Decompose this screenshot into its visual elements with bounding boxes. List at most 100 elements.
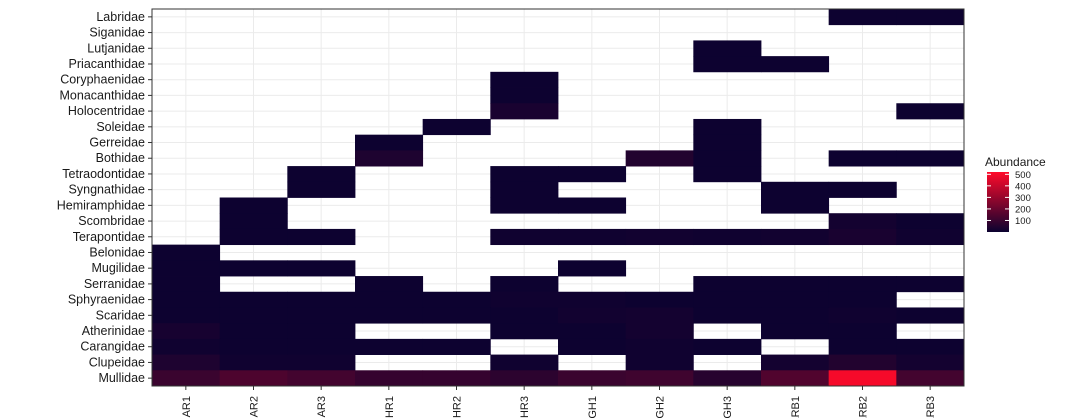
legend-title: Abundance <box>985 155 1046 169</box>
heatmap-cell <box>828 213 897 230</box>
heatmap-cell <box>490 87 559 104</box>
heatmap-cell <box>828 370 897 387</box>
heatmap-cell <box>490 103 559 120</box>
heatmap-cell <box>422 307 491 324</box>
heatmap-cell <box>896 9 965 26</box>
heatmap-cell <box>355 370 424 387</box>
heatmap-cell <box>558 166 627 183</box>
x-tick-label: MAR1 <box>181 396 193 418</box>
heatmap-cell <box>558 228 627 246</box>
heatmap-cell <box>625 291 694 308</box>
heatmap-cell <box>761 323 830 340</box>
heatmap-cell <box>422 291 491 308</box>
y-tick-label: Gerreidae <box>89 136 145 150</box>
heatmap-cell <box>558 338 627 355</box>
y-tick-label: Syngnathidae <box>69 183 146 197</box>
heatmap-cell <box>558 260 627 277</box>
heatmap-cell <box>152 370 221 387</box>
y-tick-label: Siganidae <box>89 26 145 40</box>
heatmap-cell <box>558 323 627 340</box>
heatmap-cell <box>152 323 221 340</box>
heatmap-cell <box>828 150 897 167</box>
heatmap-cell <box>490 228 559 246</box>
heatmap-cell <box>761 291 830 308</box>
heatmap-cell <box>219 197 288 214</box>
heatmap-cell <box>761 197 830 214</box>
heatmap-cell <box>422 370 491 387</box>
heatmap-cell <box>896 307 965 324</box>
heatmap-cell <box>693 40 762 57</box>
heatmap-cell <box>152 338 221 355</box>
heatmap-cell <box>219 260 288 277</box>
heatmap-cell <box>287 338 356 355</box>
heatmap-cell <box>761 56 830 73</box>
y-tick-label: Atherinidae <box>82 324 145 338</box>
heatmap-cell <box>625 354 694 371</box>
heatmap-cell <box>896 338 965 355</box>
legend-tick-label: 300 <box>1015 193 1031 204</box>
heatmap-cell <box>490 291 559 308</box>
y-tick-label: Serranidae <box>84 277 145 291</box>
heatmap-cell <box>761 370 830 387</box>
y-tick-label: Clupeidae <box>89 355 145 369</box>
heatmap-cell <box>896 276 965 293</box>
y-tick-label: Hemiramphidae <box>57 198 145 212</box>
heatmap-cell <box>828 307 897 324</box>
x-tick-label: ARB3 <box>925 396 937 418</box>
y-tick-label: Monacanthidae <box>60 88 146 102</box>
y-tick-label: Labridae <box>96 10 145 24</box>
heatmap-cell <box>490 181 559 198</box>
heatmap-cell <box>219 307 288 324</box>
heatmap-cell <box>693 307 762 324</box>
x-tick-label: SHR2 <box>452 396 464 418</box>
x-tick-label: ARB1 <box>790 396 802 418</box>
heatmap-cell <box>287 370 356 387</box>
heatmap-cell <box>828 338 897 355</box>
heatmap-cell <box>558 307 627 324</box>
y-tick-label: Mugilidae <box>91 261 145 275</box>
heatmap-cell <box>896 213 965 230</box>
legend-tick-label: 100 <box>1015 216 1031 227</box>
heatmap-cell <box>490 276 559 293</box>
legend-colorbar <box>987 172 1009 232</box>
heatmap-cell <box>625 323 694 340</box>
heatmap-cell <box>219 228 288 246</box>
x-axis: MAR1 MAR2 MAR3 SHR1 SHR2 SHR3 MGH1 MGH2 MGH3 ARB1… <box>181 386 937 418</box>
panel-border <box>151 8 965 387</box>
heatmap-cell <box>828 291 897 308</box>
x-tick-label: MGH3 <box>722 396 734 418</box>
heatmap-cell <box>490 71 559 88</box>
x-tick-label: SHR3 <box>519 396 531 418</box>
heatmap-cells <box>152 9 965 387</box>
heatmap-cell <box>490 307 559 324</box>
legend-tick-label: 500 <box>1015 170 1031 181</box>
heatmap-cell <box>490 354 559 371</box>
heatmap-cell <box>287 228 356 246</box>
heatmap-cell <box>693 118 762 136</box>
heatmap-cell <box>761 276 830 293</box>
heatmap-cell <box>219 370 288 387</box>
heatmap-cell <box>693 56 762 73</box>
heatmap-cell <box>625 228 694 246</box>
heatmap-cell <box>422 338 491 355</box>
heatmap-cell <box>355 134 424 151</box>
heatmap-cell <box>896 354 965 371</box>
heatmap-cell <box>152 291 221 308</box>
heatmap-cell <box>152 354 221 371</box>
heatmap-cell <box>828 9 897 26</box>
heatmap-cell <box>693 291 762 308</box>
heatmap-cell <box>761 181 830 198</box>
y-tick-label: Holocentridae <box>68 104 145 118</box>
heatmap-cell <box>896 150 965 167</box>
x-tick-label: MAR2 <box>249 396 261 418</box>
heatmap-cell <box>625 370 694 387</box>
y-tick-label: Tetraodontidae <box>62 167 145 181</box>
heatmap-cell <box>219 354 288 371</box>
y-tick-label: Mullidae <box>98 371 145 385</box>
y-tick-label: Coryphaenidae <box>60 73 145 87</box>
y-tick-label: Soleidae <box>96 120 145 134</box>
heatmap-cell <box>355 307 424 324</box>
